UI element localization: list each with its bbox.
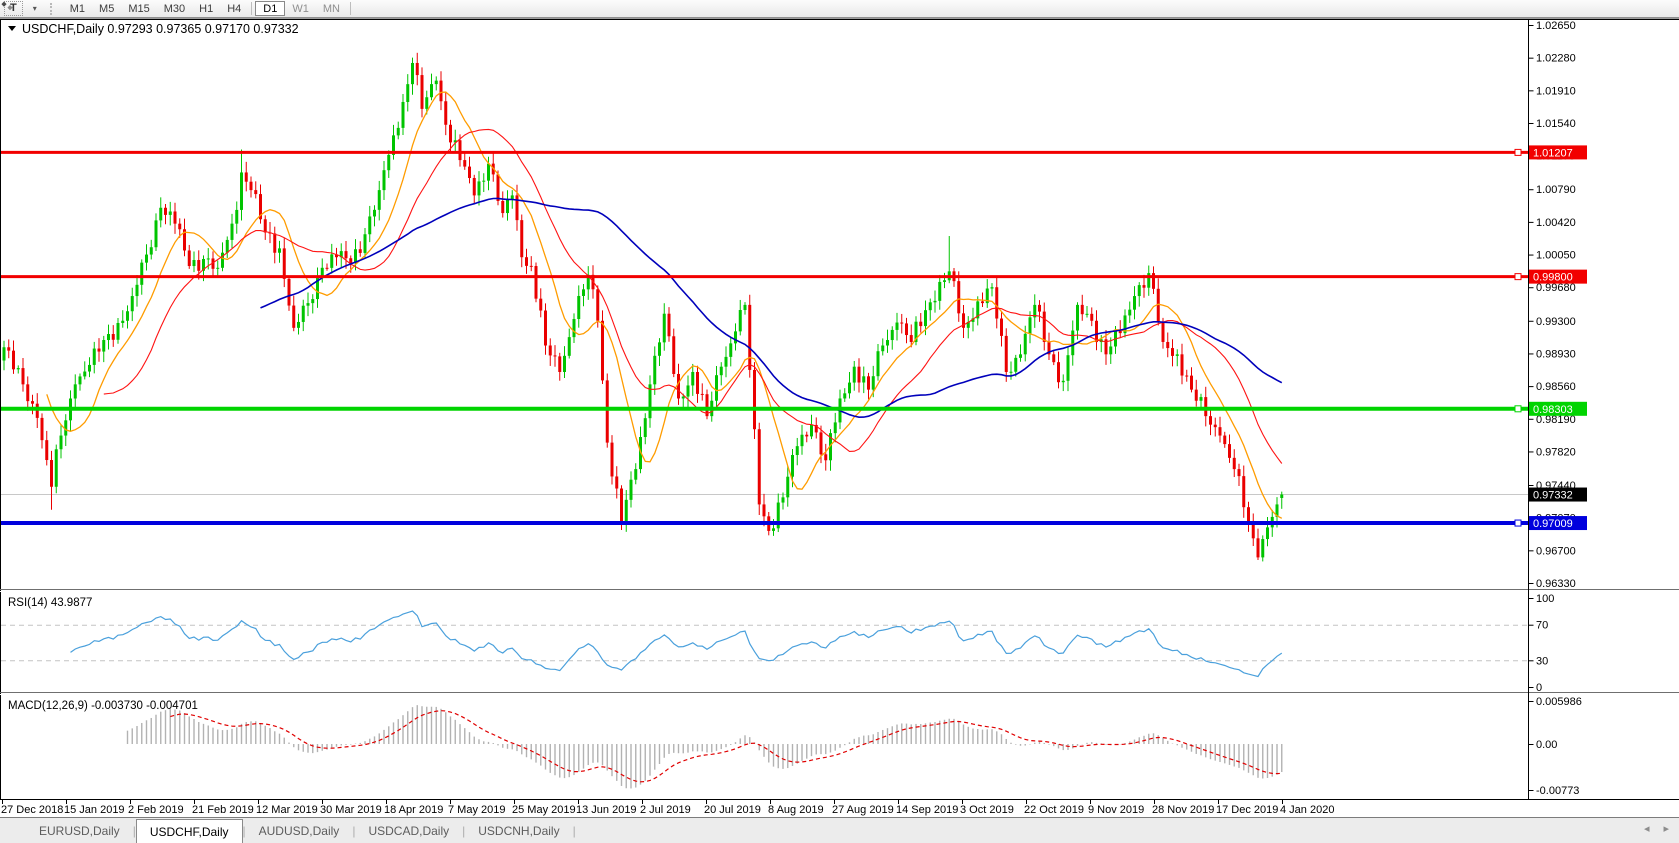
chart-tab-bar: EURUSD,Daily | USDCHF,Daily | AUDUSD,Daily | U… [0, 817, 1679, 843]
tab-audusd[interactable]: AUDUSD,Daily [258, 823, 340, 838]
svg-text:1.01207: 1.01207 [1533, 147, 1573, 159]
price-label-boxes: 1.01207 0.99800 0.98303 0.97009 0.97332 [1529, 145, 1587, 531]
horizontal-lines[interactable] [1, 148, 1528, 527]
svg-text:13 Jun 2019: 13 Jun 2019 [576, 804, 637, 816]
svg-text:1.00420: 1.00420 [1536, 217, 1576, 229]
svg-text:0.97332: 0.97332 [1533, 490, 1573, 502]
svg-text:2 Jul 2019: 2 Jul 2019 [640, 804, 691, 816]
svg-text:0.98560: 0.98560 [1536, 381, 1576, 393]
tab-scroll-right-icon[interactable]: ▸ [1663, 823, 1669, 835]
svg-text:-0.00773: -0.00773 [1536, 785, 1579, 797]
svg-text:4 Jan 2020: 4 Jan 2020 [1280, 804, 1334, 816]
macd-label: MACD(12,26,9) -0.003730 -0.004701 [8, 700, 198, 712]
tab-usdcnh[interactable]: USDCNH,Daily [478, 823, 560, 838]
svg-text:14 Sep 2019: 14 Sep 2019 [896, 804, 958, 816]
svg-text:30: 30 [1536, 655, 1548, 667]
timeframe-button-m30[interactable]: M30 [163, 2, 186, 15]
timeframe-button-m1[interactable]: M1 [69, 2, 86, 15]
rsi-pane [70, 610, 1283, 678]
svg-text:8 Aug 2019: 8 Aug 2019 [768, 804, 824, 816]
svg-text:1.01910: 1.01910 [1536, 85, 1576, 97]
svg-text:100: 100 [1536, 593, 1554, 605]
arrow-tool-button[interactable]: ▾ [1, 1, 44, 16]
svg-text:1.01540: 1.01540 [1536, 118, 1576, 130]
svg-text:0.97009: 0.97009 [1533, 518, 1573, 530]
tab-separator: | [132, 823, 136, 838]
svg-text:21 Feb 2019: 21 Feb 2019 [192, 804, 254, 816]
macd-pane [126, 705, 1283, 789]
svg-text:2 Feb 2019: 2 Feb 2019 [128, 804, 184, 816]
svg-text:7 May 2019: 7 May 2019 [448, 804, 505, 816]
svg-text:0.99680: 0.99680 [1536, 282, 1576, 294]
svg-text:22 Oct 2019: 22 Oct 2019 [1024, 804, 1084, 816]
svg-text:1.02280: 1.02280 [1536, 53, 1576, 65]
svg-text:0.97820: 0.97820 [1536, 446, 1576, 458]
macd-axis: 0.005986 0.00 -0.00773 [1528, 696, 1582, 797]
date-axis: 27 Dec 2018 15 Jan 2019 2 Feb 2019 21 Feb 2… [1, 799, 1334, 816]
svg-text:12 Mar 2019: 12 Mar 2019 [256, 804, 318, 816]
tab-separator: | [462, 823, 466, 838]
svg-text:0.99800: 0.99800 [1533, 272, 1573, 284]
tab-scroll-arrows: ◂ ▸ [1644, 822, 1669, 835]
price-axis: 1.026501.022801.019101.015401.011701.007… [1528, 20, 1576, 590]
svg-text:9 Nov 2019: 9 Nov 2019 [1088, 804, 1144, 816]
chevron-down-icon: ▾ [32, 4, 37, 13]
svg-text:15 Jan 2019: 15 Jan 2019 [64, 804, 125, 816]
svg-text:1.00790: 1.00790 [1536, 184, 1576, 196]
timeframe-button-h4[interactable]: H4 [227, 2, 242, 15]
timeframe-button-d1[interactable]: D1 [255, 1, 286, 16]
svg-text:0.98930: 0.98930 [1536, 348, 1576, 360]
timeframe-button-m5[interactable]: M5 [99, 2, 115, 15]
tab-separator: | [572, 823, 576, 838]
svg-text:0.00: 0.00 [1536, 739, 1557, 751]
macd-signal-line [170, 710, 1282, 783]
candles-layer [2, 52, 1284, 562]
svg-text:0.98303: 0.98303 [1533, 404, 1573, 416]
svg-text:18 Apr 2019: 18 Apr 2019 [384, 804, 443, 816]
svg-text:0.005986: 0.005986 [1536, 696, 1582, 708]
chart-dropdown-icon [8, 26, 16, 31]
svg-text:25 May 2019: 25 May 2019 [512, 804, 576, 816]
symbol-ohlc-title: USDCHF,Daily 0.97293 0.97365 0.97170 0.9… [22, 22, 299, 36]
timeframe-button-m15[interactable]: M15 [128, 2, 150, 15]
chart-title: USDCHF,Daily 0.97293 0.97365 0.97170 0.9… [8, 22, 299, 36]
svg-text:20 Jul 2019: 20 Jul 2019 [704, 804, 761, 816]
svg-text:0.98190: 0.98190 [1536, 414, 1576, 426]
rsi-label: RSI(14) 43.9877 [8, 597, 92, 609]
rsi-line [70, 610, 1283, 678]
text-tool-button[interactable]: T [4, 1, 23, 16]
svg-text:3 Oct 2019: 3 Oct 2019 [960, 804, 1014, 816]
svg-text:27 Dec 2018: 27 Dec 2018 [1, 804, 63, 816]
timeframe-button-mn[interactable]: MN [322, 2, 340, 15]
rsi-axis: 100 70 30 0 [1, 593, 1554, 694]
tab-usdchf[interactable]: USDCHF,Daily [135, 819, 243, 843]
tab-scroll-left-icon[interactable]: ◂ [1643, 823, 1650, 835]
ma-22-line [103, 128, 1283, 464]
svg-text:0: 0 [1536, 682, 1542, 694]
svg-text:0.96330: 0.96330 [1536, 578, 1576, 590]
svg-text:17 Dec 2019: 17 Dec 2019 [1216, 804, 1278, 816]
toolbar-grip [49, 2, 59, 15]
tab-eurusd[interactable]: EURUSD,Daily [39, 823, 120, 838]
tab-separator: | [352, 823, 356, 838]
timeframe-button-w1[interactable]: W1 [292, 2, 309, 15]
svg-text:1.02650: 1.02650 [1536, 20, 1576, 32]
svg-text:0.96700: 0.96700 [1536, 545, 1576, 557]
svg-text:27 Aug 2019: 27 Aug 2019 [832, 804, 894, 816]
timeframe-button-h1[interactable]: H1 [199, 2, 214, 15]
svg-text:30 Mar 2019: 30 Mar 2019 [320, 804, 382, 816]
chart-borders [0, 18, 1679, 800]
svg-text:0.99300: 0.99300 [1536, 316, 1576, 328]
svg-text:28 Nov 2019: 28 Nov 2019 [1152, 804, 1214, 816]
tab-usdcad[interactable]: USDCAD,Daily [368, 823, 450, 838]
svg-text:1.00050: 1.00050 [1536, 250, 1576, 262]
tab-separator: | [242, 823, 246, 838]
svg-text:70: 70 [1536, 620, 1548, 632]
ma-55-line [260, 197, 1283, 419]
moving-average-lines [46, 91, 1283, 519]
toolbar: T ▾ M1 M5 M15 M30 H1 H4 D1 W1 MN [0, 0, 1679, 18]
diamond-arrows-icon [1, 1, 13, 11]
